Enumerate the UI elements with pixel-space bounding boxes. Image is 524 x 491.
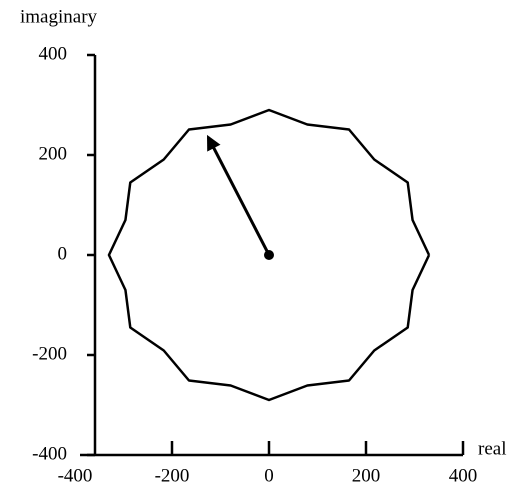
x-tick-label: -200 — [155, 465, 190, 486]
y-axis-label: imaginary — [20, 6, 98, 27]
arrow — [206, 134, 271, 256]
x-tick-label: -400 — [58, 465, 93, 486]
x-tick-label: 400 — [449, 465, 478, 486]
y-tick-label: -400 — [32, 443, 67, 464]
y-tick-label: 200 — [39, 143, 68, 164]
y-tick-label: -200 — [32, 343, 67, 364]
origin-dot — [264, 250, 274, 260]
y-tick-label: 400 — [39, 43, 68, 64]
y-tick-label: 0 — [58, 243, 68, 264]
curve — [107, 108, 431, 402]
x-tick-label: 0 — [264, 465, 274, 486]
x-axis-label: real — [478, 438, 506, 459]
x-tick-label: 200 — [352, 465, 381, 486]
